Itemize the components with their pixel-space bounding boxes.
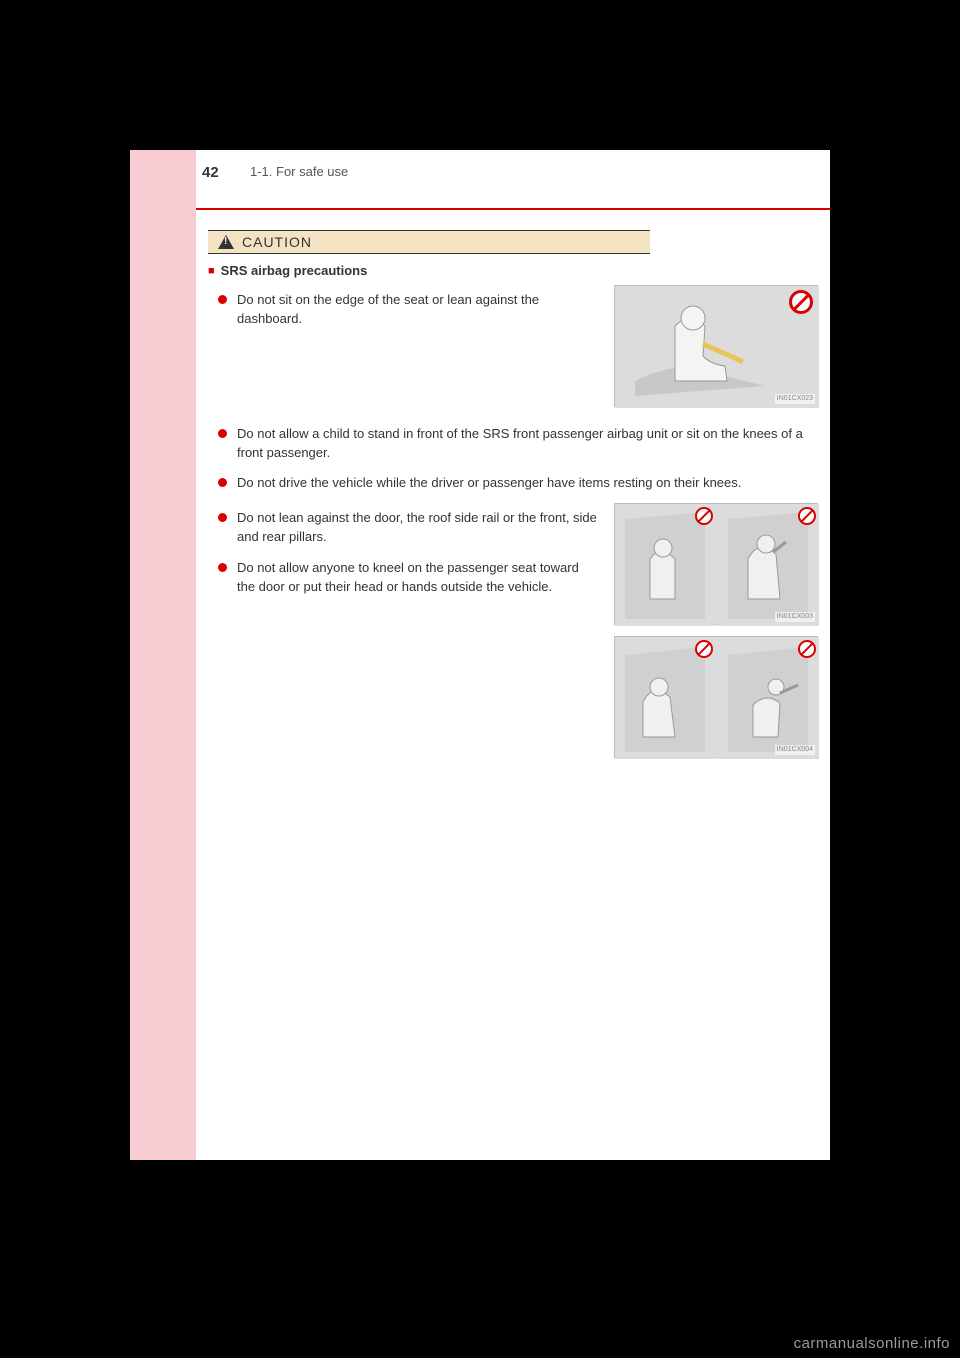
bullet-row: Do not lean against the door, the roof s… [208, 509, 600, 547]
divider-red [196, 208, 830, 210]
bullet-text: Do not allow anyone to kneel on the pass… [237, 559, 600, 597]
caution-banner: CAUTION [208, 230, 650, 254]
prohibition-icon [798, 640, 816, 658]
bullet-text: Do not lean against the door, the roof s… [237, 509, 600, 547]
bullet-row: Do not allow anyone to kneel on the pass… [208, 559, 600, 597]
bullet-dot-icon [218, 513, 227, 522]
figure-kneel-window: IN01CX004 [614, 636, 818, 758]
content-area: ■ SRS airbag precautions Do not sit on th… [208, 262, 818, 765]
bullet-dot-icon [218, 295, 227, 304]
figure-lean-pillar: IN01CX003 [614, 503, 818, 625]
bullet-dot-icon [218, 563, 227, 572]
figure-seat-edge: IN01CX023 [614, 285, 818, 407]
manual-page: 42 1-1. For safe use CAUTION ■ SRS airbag… [130, 150, 830, 1160]
bullet-row: Do not drive the vehicle while the drive… [208, 474, 818, 493]
figure-id: IN01CX003 [775, 612, 815, 622]
caution-item: Do not lean against the door, the roof s… [208, 503, 818, 765]
square-bullet-icon: ■ [208, 264, 215, 280]
section-color-bar [130, 150, 196, 1160]
figure-id: IN01CX004 [775, 745, 815, 755]
bullet-dot-icon [218, 478, 227, 487]
prohibition-icon [789, 290, 813, 314]
bullet-text: Do not sit on the edge of the seat or le… [237, 291, 600, 329]
bullet-text: Do not drive the vehicle while the drive… [237, 474, 818, 493]
watermark: carmanualsonline.info [794, 1335, 950, 1352]
bullet-row: Do not sit on the edge of the seat or le… [208, 291, 600, 329]
page-number: 42 [202, 164, 219, 181]
heading-text: SRS airbag precautions [221, 263, 368, 278]
bullet-dot-icon [218, 429, 227, 438]
section-heading: ■ SRS airbag precautions [208, 262, 818, 281]
bullet-row: Do not allow a child to stand in front o… [208, 425, 818, 463]
warning-triangle-icon [218, 235, 234, 249]
breadcrumb: 1-1. For safe use [250, 164, 348, 179]
prohibition-icon [695, 640, 713, 658]
figure-id: IN01CX023 [775, 394, 815, 404]
caution-label: CAUTION [242, 234, 312, 250]
bullet-text: Do not allow a child to stand in front o… [237, 425, 818, 463]
caution-item: Do not sit on the edge of the seat or le… [208, 285, 818, 413]
